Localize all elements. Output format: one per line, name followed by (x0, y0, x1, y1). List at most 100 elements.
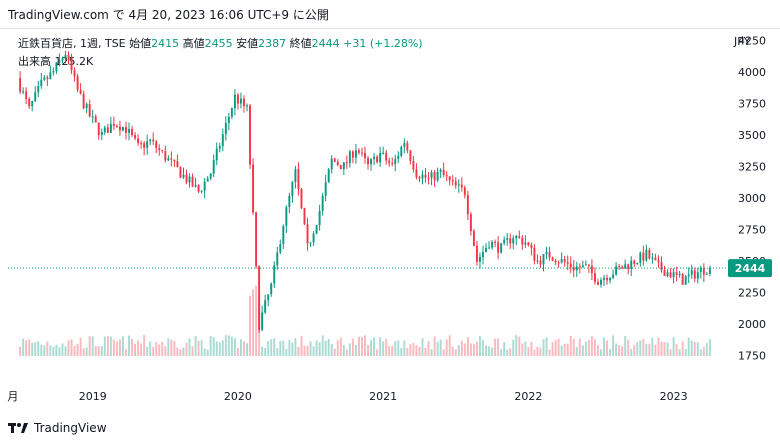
volume-bar (657, 337, 660, 356)
candle-body (600, 279, 602, 285)
volume-bar (424, 347, 427, 356)
volume-bar (633, 344, 636, 356)
volume-bar (554, 340, 557, 356)
volume-bar (179, 349, 182, 356)
volume-bar (615, 343, 618, 356)
volume-bar (354, 345, 357, 356)
volume-bar (460, 340, 463, 356)
volume-bar (578, 338, 581, 356)
volume-bar (463, 343, 466, 356)
legend-low-label: 安値 (236, 37, 259, 50)
volume-bar (385, 338, 388, 356)
candle-body (469, 214, 472, 232)
candle-body (236, 94, 239, 104)
candle-body (264, 300, 267, 313)
candle-body (224, 122, 227, 135)
candle-body (152, 139, 155, 142)
candle-body (79, 89, 82, 94)
volume-bar (46, 341, 49, 356)
volume-bar (600, 349, 602, 356)
legend-close: 2444 (311, 37, 340, 50)
candle-body (621, 266, 624, 269)
volume-bar (170, 339, 173, 356)
candle-body (612, 274, 615, 278)
candle-body (342, 162, 345, 170)
candle-body (125, 127, 127, 133)
candle-body (97, 122, 100, 136)
candle-body (654, 257, 657, 261)
candle-body (379, 152, 382, 163)
candle-body (143, 143, 146, 148)
candle-body (233, 94, 236, 109)
volume-bar (388, 346, 391, 356)
volume-bar (421, 338, 424, 356)
candle-body (539, 260, 542, 265)
y-tick-label: 3750 (738, 97, 766, 110)
candle-body (82, 93, 85, 109)
candle-body (288, 195, 291, 208)
candle-body (76, 76, 79, 90)
volume-bar (361, 336, 363, 356)
volume-bar (708, 339, 711, 356)
legend-open: 2415 (151, 37, 180, 50)
candle-body (345, 162, 348, 164)
volume-bar (76, 343, 79, 356)
candle-body (388, 160, 391, 164)
volume-bar (696, 342, 699, 356)
legend-high: 2455 (204, 37, 233, 50)
candle-body (524, 242, 527, 245)
volume-bar (684, 349, 687, 356)
candle-body (91, 116, 94, 118)
volume-bar (255, 285, 258, 356)
volume-bar (606, 340, 609, 356)
candle-body (639, 252, 642, 263)
candle-body (536, 260, 539, 262)
volume-bar (630, 348, 633, 356)
candle-body (351, 151, 354, 158)
volume-bar (252, 289, 255, 356)
volume-bar (645, 344, 648, 356)
currency-label: JPY (734, 35, 751, 48)
y-tick-label: 2000 (738, 318, 766, 331)
volume-bar (209, 336, 212, 356)
volume-bar (164, 346, 167, 356)
volume-bar (185, 342, 188, 356)
volume-bar (364, 335, 366, 356)
candle-body (693, 270, 696, 279)
candle-body (627, 264, 630, 269)
volume-bar (233, 338, 236, 356)
candle-body (109, 123, 112, 133)
volume-bar (572, 339, 575, 356)
x-tick-label: 2021 (369, 390, 397, 403)
volume-bar (103, 336, 106, 356)
candle-body (702, 268, 705, 275)
volume-bar (575, 347, 578, 356)
volume-bar (542, 339, 545, 356)
candle-body (140, 143, 143, 145)
volume-bar (648, 343, 651, 356)
volume-bar (37, 341, 40, 356)
volume-bar (173, 340, 176, 356)
volume-bar (109, 336, 112, 356)
candle-body (424, 174, 427, 178)
volume-bar (327, 339, 330, 356)
candle-body (70, 57, 73, 71)
legend-volume-row: 出来高 125.2K (18, 53, 93, 69)
candle-body (131, 128, 134, 136)
volume-bar (351, 338, 354, 356)
volume-bar (261, 346, 264, 356)
candle-body (267, 294, 270, 301)
candle-body (681, 273, 684, 285)
volume-bar (457, 345, 460, 356)
volume-bar (291, 342, 294, 356)
candle-body (215, 148, 218, 161)
price-chart[interactable]: 4250400037503500325030002750250022502000… (0, 28, 780, 418)
volume-bar (357, 336, 360, 356)
y-tick-label: 4000 (738, 66, 766, 79)
candle-body (530, 245, 533, 248)
candle-body (282, 226, 285, 245)
volume-bar (557, 338, 560, 356)
volume-bar (31, 342, 34, 356)
candle-body (463, 187, 466, 196)
volume-bar (678, 349, 681, 356)
